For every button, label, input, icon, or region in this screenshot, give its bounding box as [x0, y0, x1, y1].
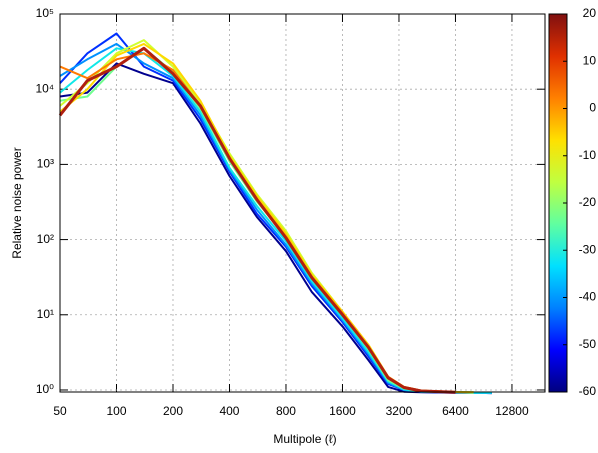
y-tick-label: 10⁴ — [35, 81, 54, 95]
colorbar-tick-label: -40 — [579, 290, 597, 304]
colorbar-tick-label: -50 — [579, 337, 597, 351]
colorbar-tick-label: 0 — [589, 101, 596, 115]
x-tick-label: 200 — [163, 404, 183, 418]
colorbar-tick-label: -20 — [579, 195, 597, 209]
y-tick-label: 10¹ — [37, 307, 54, 321]
plot-frame — [59, 13, 546, 393]
x-tick-label: 6400 — [442, 404, 469, 418]
series-line — [58, 46, 456, 394]
colorbar-tick-label: -60 — [579, 384, 597, 398]
colorbar-tick-label: -30 — [579, 242, 597, 256]
y-tick-label: 10³ — [37, 157, 54, 171]
colorbar-tick-label: -10 — [579, 148, 597, 162]
y-axis-label: Relative noise power — [10, 147, 24, 258]
x-tick-label: 400 — [219, 404, 239, 418]
x-tick-label: 800 — [276, 404, 296, 418]
series-line — [59, 32, 492, 395]
x-tick-label: 100 — [106, 404, 126, 418]
x-tick-label: 12800 — [495, 404, 529, 418]
series-line — [59, 52, 456, 393]
y-tick-label: 10⁰ — [36, 382, 54, 396]
y-tick-label: 10⁵ — [36, 6, 54, 20]
x-tick-label: 50 — [53, 404, 67, 418]
y-tick-label: 10² — [37, 232, 54, 246]
series-line — [59, 39, 474, 394]
colorbar-tick-label: 10 — [583, 53, 597, 67]
colorbar-tick-label: 20 — [583, 6, 597, 20]
x-tick-label: 3200 — [386, 404, 413, 418]
x-tick-label: 1600 — [329, 404, 356, 418]
x-axis-label: Multipole (ℓ) — [273, 432, 336, 446]
